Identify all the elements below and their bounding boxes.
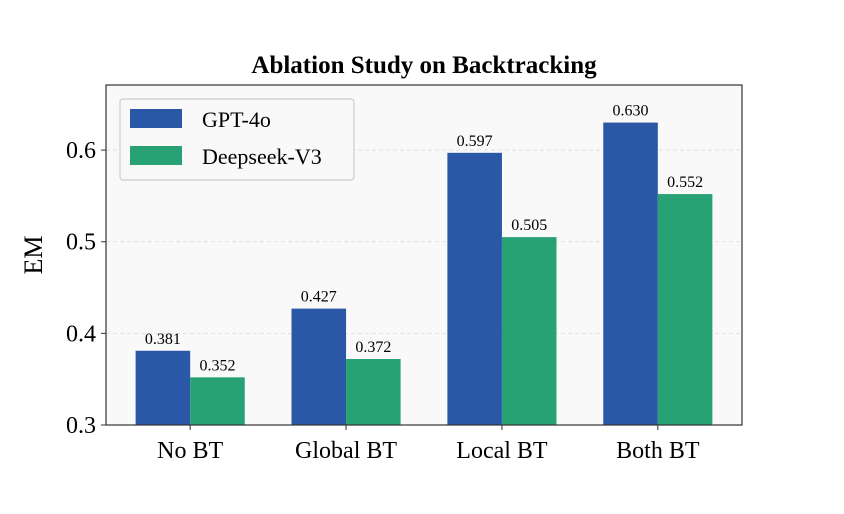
x-tick-label: No BT: [157, 438, 223, 464]
data-label: 0.505: [511, 217, 547, 234]
legend-swatch-gpt-4o: [130, 109, 182, 128]
bar-gpt-4o-0: [135, 350, 191, 425]
bar-deepseek-v3-2: [501, 237, 557, 425]
data-label: 0.427: [301, 289, 337, 306]
bar-gpt-4o-2: [447, 152, 502, 425]
data-label: 0.381: [145, 331, 181, 348]
data-label: 0.597: [457, 133, 493, 150]
legend-swatch-deepseek-v3: [130, 146, 182, 165]
legend: GPT-4o Deepseek-V3: [119, 98, 355, 181]
plot-frame: [105, 84, 743, 426]
chart-title: Ablation Study on Backtracking: [251, 52, 597, 79]
data-label: 0.372: [355, 339, 391, 356]
y-tick-label: 0.3: [66, 413, 96, 439]
y-tick-label: 0.6: [66, 138, 96, 164]
y-tick-label: 0.5: [66, 230, 96, 256]
bar-deepseek-v3-1: [346, 359, 401, 425]
legend-label-gpt-4o: GPT-4o: [202, 107, 271, 132]
legend-label-deepseek-v3: Deepseek-V3: [202, 144, 322, 169]
y-tick-label: 0.4: [66, 321, 96, 347]
y-axis-label: EM: [19, 236, 48, 275]
data-label: 0.630: [613, 103, 649, 120]
bar-gpt-4o-1: [291, 308, 347, 425]
data-label: 0.552: [667, 174, 703, 191]
x-tick-label: Global BT: [295, 438, 397, 464]
bar-deepseek-v3-0: [190, 377, 245, 425]
data-label: 0.352: [199, 357, 235, 374]
x-tick-label: Both BT: [616, 438, 700, 464]
bar-gpt-4o-3: [603, 122, 658, 425]
x-tick-label: Local BT: [456, 438, 548, 464]
bar-deepseek-v3-3: [657, 194, 713, 425]
